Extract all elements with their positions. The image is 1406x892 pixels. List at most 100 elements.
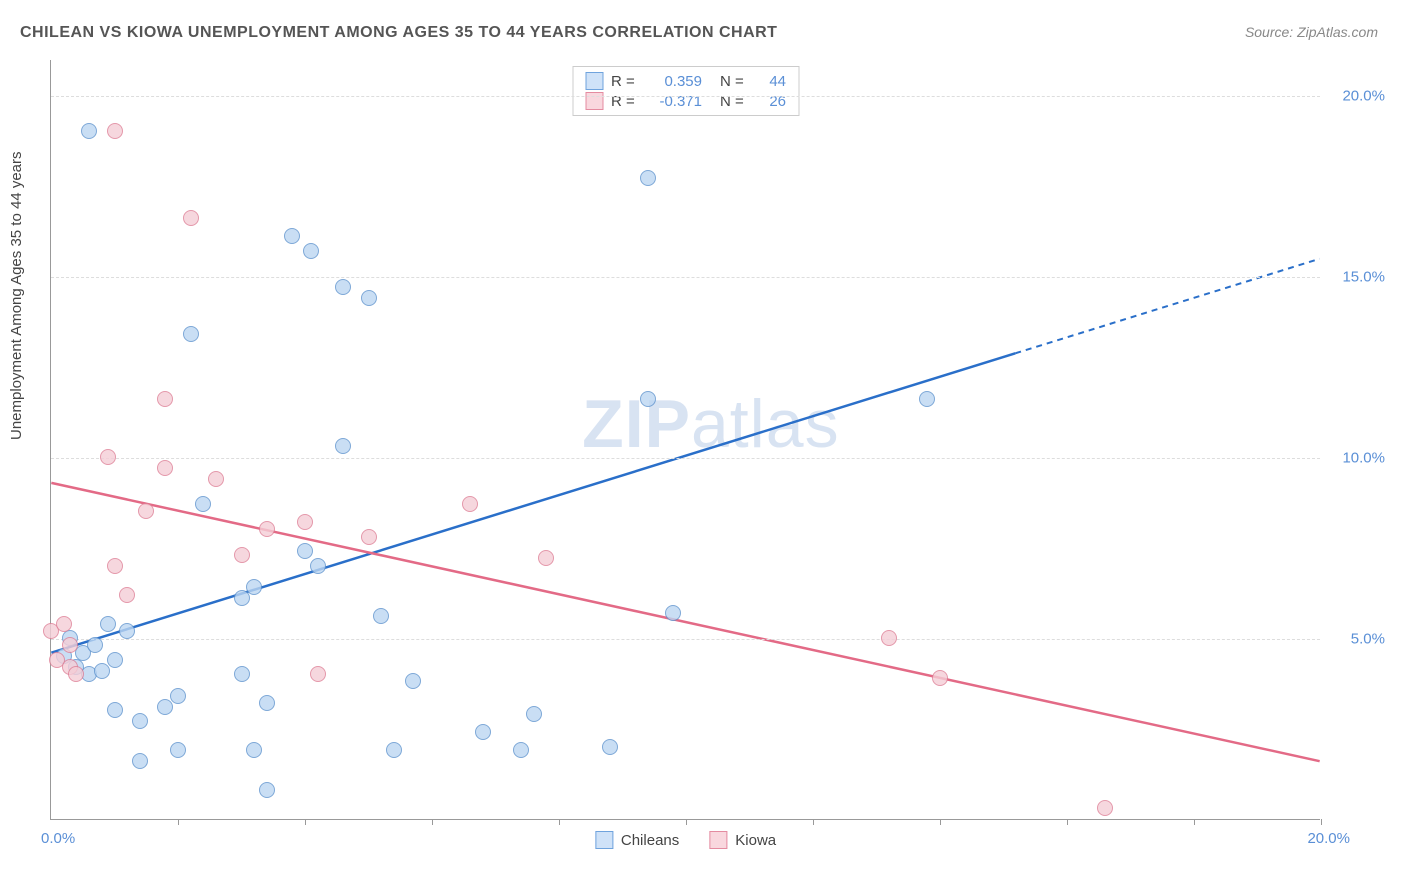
scatter-point: [157, 391, 173, 407]
legend-item: Kiowa: [709, 831, 776, 849]
stats-n-label: N =: [720, 73, 748, 90]
scatter-point: [183, 326, 199, 342]
scatter-point: [234, 547, 250, 563]
scatter-point: [361, 290, 377, 306]
stats-row: R = -0.371 N = 26: [585, 91, 786, 111]
y-tick-label: 20.0%: [1342, 88, 1385, 105]
y-tick-label: 5.0%: [1351, 631, 1385, 648]
scatter-point: [81, 123, 97, 139]
scatter-point: [665, 605, 681, 621]
stats-r-value: -0.371: [647, 93, 702, 110]
scatter-point: [297, 514, 313, 530]
scatter-point: [107, 123, 123, 139]
plot-area: ZIPatlas R =0.359N =44R =-0.371N =26 0.0…: [50, 60, 1320, 820]
legend-swatch: [585, 92, 603, 110]
scatter-point: [107, 558, 123, 574]
stats-r-value: 0.359: [647, 73, 702, 90]
scatter-point: [513, 742, 529, 758]
x-tick: [1067, 819, 1068, 825]
stats-n-label: N =: [720, 93, 748, 110]
scatter-point: [303, 243, 319, 259]
chart-title: CHILEAN VS KIOWA UNEMPLOYMENT AMONG AGES…: [20, 24, 777, 42]
gridline: [51, 639, 1320, 640]
legend-label: Chileans: [621, 832, 679, 849]
scatter-point: [157, 699, 173, 715]
x-tick: [559, 819, 560, 825]
stats-r-label: R =: [611, 73, 639, 90]
scatter-point: [361, 529, 377, 545]
scatter-point: [310, 666, 326, 682]
scatter-point: [310, 558, 326, 574]
legend-swatch: [709, 831, 727, 849]
scatter-point: [297, 543, 313, 559]
scatter-point: [170, 742, 186, 758]
scatter-point: [56, 616, 72, 632]
scatter-point: [640, 391, 656, 407]
x-tick: [1194, 819, 1195, 825]
scatter-point: [932, 670, 948, 686]
y-tick-label: 10.0%: [1342, 450, 1385, 467]
scatter-point: [107, 652, 123, 668]
scatter-point: [919, 391, 935, 407]
trend-lines-svg: [51, 60, 1320, 819]
x-tick: [432, 819, 433, 825]
scatter-point: [234, 666, 250, 682]
legend-swatch: [595, 831, 613, 849]
gridline: [51, 458, 1320, 459]
gridline: [51, 96, 1320, 97]
scatter-point: [132, 713, 148, 729]
scatter-point: [87, 637, 103, 653]
scatter-point: [602, 739, 618, 755]
scatter-point: [246, 579, 262, 595]
scatter-point: [94, 663, 110, 679]
scatter-point: [157, 460, 173, 476]
scatter-point: [132, 753, 148, 769]
scatter-point: [881, 630, 897, 646]
scatter-point: [1097, 800, 1113, 816]
scatter-point: [119, 587, 135, 603]
scatter-point: [68, 666, 84, 682]
gridline: [51, 277, 1320, 278]
legend-label: Kiowa: [735, 832, 776, 849]
scatter-point: [170, 688, 186, 704]
legend-item: Chileans: [595, 831, 679, 849]
scatter-point: [62, 637, 78, 653]
scatter-point: [405, 673, 421, 689]
scatter-point: [335, 438, 351, 454]
x-tick: [1321, 819, 1322, 825]
scatter-point: [538, 550, 554, 566]
scatter-point: [284, 228, 300, 244]
scatter-point: [373, 608, 389, 624]
x-tick: [813, 819, 814, 825]
x-tick: [178, 819, 179, 825]
scatter-point: [462, 496, 478, 512]
legend-swatch: [585, 72, 603, 90]
scatter-point: [195, 496, 211, 512]
source-label: Source: ZipAtlas.com: [1245, 24, 1378, 40]
scatter-point: [100, 616, 116, 632]
x-tick: [305, 819, 306, 825]
stats-box: R = 0.359 N = 44 R = -0.371 N = 26: [572, 66, 799, 116]
scatter-point: [526, 706, 542, 722]
scatter-point: [138, 503, 154, 519]
scatter-point: [640, 170, 656, 186]
scatter-point: [107, 702, 123, 718]
trend-line: [51, 483, 1319, 761]
scatter-point: [475, 724, 491, 740]
x-end-label: 20.0%: [1307, 830, 1350, 847]
stats-n-value: 26: [756, 93, 786, 110]
stats-row: R = 0.359 N = 44: [585, 71, 786, 91]
scatter-point: [234, 590, 250, 606]
x-tick: [940, 819, 941, 825]
scatter-point: [259, 521, 275, 537]
stats-n-value: 44: [756, 73, 786, 90]
bottom-legend: Chileans Kiowa: [595, 831, 776, 849]
scatter-point: [100, 449, 116, 465]
x-origin-label: 0.0%: [41, 830, 75, 847]
scatter-point: [119, 623, 135, 639]
scatter-point: [259, 782, 275, 798]
stats-r-label: R =: [611, 93, 639, 110]
scatter-point: [259, 695, 275, 711]
scatter-point: [335, 279, 351, 295]
scatter-point: [183, 210, 199, 226]
